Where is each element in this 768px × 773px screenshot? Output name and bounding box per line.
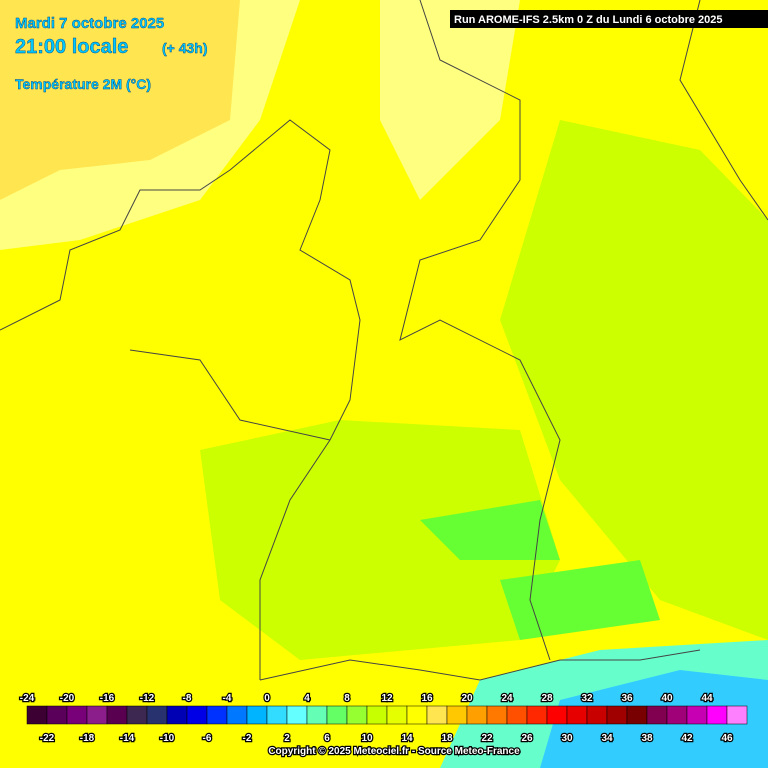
region-green [200, 420, 560, 660]
legend-label: 40 [661, 693, 673, 704]
legend-label: -8 [183, 693, 192, 704]
legend-swatch [366, 705, 388, 725]
legend-swatch [646, 705, 668, 725]
legend-swatch [606, 705, 628, 725]
legend-label: 28 [541, 693, 553, 704]
legend-label: 0 [264, 693, 270, 704]
legend-label: -18 [80, 733, 95, 744]
region-warm [0, 0, 240, 200]
legend-label: 10 [361, 733, 373, 744]
legend-swatch [406, 705, 428, 725]
run-banner [450, 10, 768, 28]
legend-label: 38 [641, 733, 653, 744]
legend-swatch [686, 705, 708, 725]
legend-swatch [306, 705, 328, 725]
legend-swatch [526, 705, 548, 725]
legend-swatch [226, 705, 248, 725]
legend-label: 8 [344, 693, 350, 704]
legend-label: 44 [701, 693, 713, 704]
legend-swatch [46, 705, 68, 725]
legend-swatch [446, 705, 468, 725]
legend-label: -10 [160, 733, 175, 744]
legend-swatch [546, 705, 568, 725]
legend-label: 4 [304, 693, 310, 704]
legend-label: 18 [441, 733, 453, 744]
legend-swatch [66, 705, 88, 725]
legend-label: 46 [721, 733, 733, 744]
legend-label: 14 [401, 733, 413, 744]
region-pale [380, 0, 520, 200]
legend-label: 26 [521, 733, 533, 744]
legend-swatch [86, 705, 108, 725]
legend-label: -16 [100, 693, 115, 704]
legend-label: -24 [20, 693, 35, 704]
legend-swatch [706, 705, 728, 725]
legend-label: 16 [421, 693, 433, 704]
legend-label: 2 [284, 733, 290, 744]
legend-label: 32 [581, 693, 593, 704]
legend-swatch [506, 705, 528, 725]
color-legend: -24-22-20-18-16-14-12-10-8-6-4-202468101… [19, 692, 748, 745]
legend-label: 12 [381, 693, 393, 704]
legend-swatch [146, 705, 168, 725]
legend-label: 36 [621, 693, 633, 704]
region-cool [420, 500, 560, 560]
legend-swatch [166, 705, 188, 725]
legend-swatch [586, 705, 608, 725]
legend-swatch [426, 705, 448, 725]
run-info: Run AROME-IFS 2.5km 0 Z du Lundi 6 octob… [454, 14, 723, 26]
legend-swatch [626, 705, 648, 725]
legend-swatch [726, 705, 748, 725]
legend-label: -14 [120, 733, 135, 744]
legend-label: 42 [681, 733, 693, 744]
legend-label: 6 [324, 733, 330, 744]
variable-title: Température 2M (°C) [15, 76, 151, 92]
legend-label: -12 [140, 693, 155, 704]
legend-swatch [326, 705, 348, 725]
region-green [500, 120, 768, 640]
legend-swatch [486, 705, 508, 725]
legend-label: 22 [481, 733, 493, 744]
legend-label: 34 [601, 733, 613, 744]
legend-swatch [386, 705, 408, 725]
legend-swatch [186, 705, 208, 725]
legend-label: -20 [60, 693, 75, 704]
region-cool [500, 560, 660, 640]
legend-swatch [346, 705, 368, 725]
legend-swatch [246, 705, 268, 725]
legend-swatch [466, 705, 488, 725]
legend-label: 24 [501, 693, 513, 704]
borders [0, 0, 768, 681]
legend-label: 20 [461, 693, 473, 704]
legend-swatch [26, 705, 48, 725]
legend-label: -6 [203, 733, 212, 744]
copyright: Copyright © 2025 Meteociel.fr - Source M… [268, 746, 520, 757]
forecast-date: Mardi 7 octobre 2025 [15, 15, 164, 32]
legend-label: 30 [561, 733, 573, 744]
legend-label: -4 [223, 693, 232, 704]
legend-swatch [666, 705, 688, 725]
legend-swatch [126, 705, 148, 725]
legend-swatch [266, 705, 288, 725]
legend-label: -2 [243, 733, 252, 744]
legend-swatch [106, 705, 128, 725]
forecast-lead: (+ 43h) [162, 40, 208, 56]
legend-swatch [566, 705, 588, 725]
legend-swatch [286, 705, 308, 725]
legend-swatch [206, 705, 228, 725]
legend-label: -22 [40, 733, 55, 744]
forecast-time: 21:00 locale [15, 36, 128, 58]
